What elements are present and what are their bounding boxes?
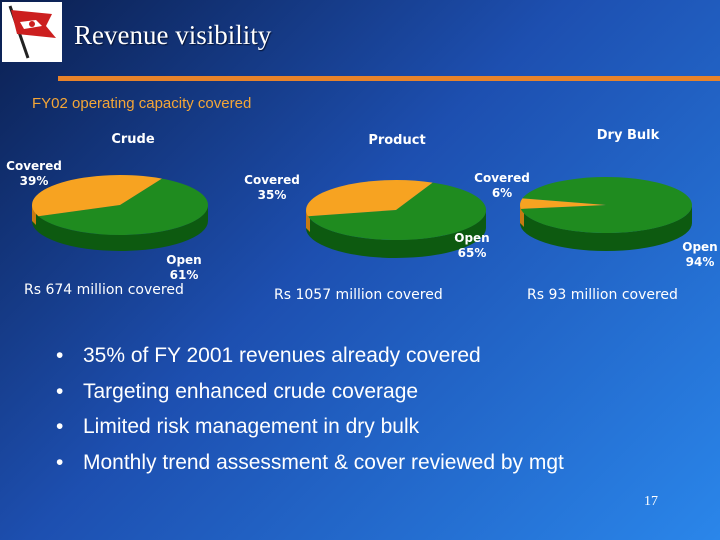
pie-slice-open — [38, 178, 209, 235]
page-number: 17 — [644, 494, 658, 509]
flag-logo-icon — [2, 2, 62, 62]
bullet-item: Targeting enhanced crude coverage — [56, 374, 564, 410]
covered-percent: 35% — [258, 188, 287, 202]
open-label: Open — [682, 240, 717, 254]
bullet-item: Limited risk management in dry bulk — [56, 409, 564, 445]
pie-title: Product — [368, 133, 425, 148]
pie-caption: Rs 93 million covered — [527, 287, 678, 303]
pie-side — [306, 210, 486, 258]
pie-slice-covered — [519, 198, 606, 209]
bullet-list: 35% of FY 2001 revenues already covered … — [56, 338, 564, 480]
covered-label: Covered — [6, 159, 62, 173]
pie-slice-open — [520, 177, 692, 234]
pie-side — [32, 205, 208, 251]
open-label: Open — [454, 231, 489, 245]
covered-percent: 6% — [492, 186, 512, 200]
chart-subtitle: FY02 operating capacity covered — [32, 95, 252, 112]
title-divider — [58, 76, 720, 81]
bullet-item: Monthly trend assessment & cover reviewe… — [56, 445, 564, 481]
pie-caption: Rs 674 million covered — [24, 282, 184, 298]
open-label: Open — [166, 253, 201, 267]
open-percent: 94% — [686, 255, 715, 269]
pie-title: Crude — [111, 132, 155, 147]
open-percent: 61% — [170, 268, 199, 282]
pie-caption: Rs 1057 million covered — [274, 287, 443, 303]
covered-label: Covered — [474, 171, 530, 185]
pie-title: Dry Bulk — [597, 128, 660, 143]
pie-slice-covered — [306, 180, 433, 217]
page-title: Revenue visibility — [74, 20, 272, 50]
pie-slice-open — [308, 182, 487, 241]
pie-slice-covered — [32, 174, 162, 217]
open-percent: 65% — [458, 246, 487, 260]
covered-label: Covered — [244, 173, 300, 187]
covered-percent: 39% — [20, 174, 49, 188]
bullet-item: 35% of FY 2001 revenues already covered — [56, 338, 564, 374]
pie-side — [520, 205, 692, 251]
